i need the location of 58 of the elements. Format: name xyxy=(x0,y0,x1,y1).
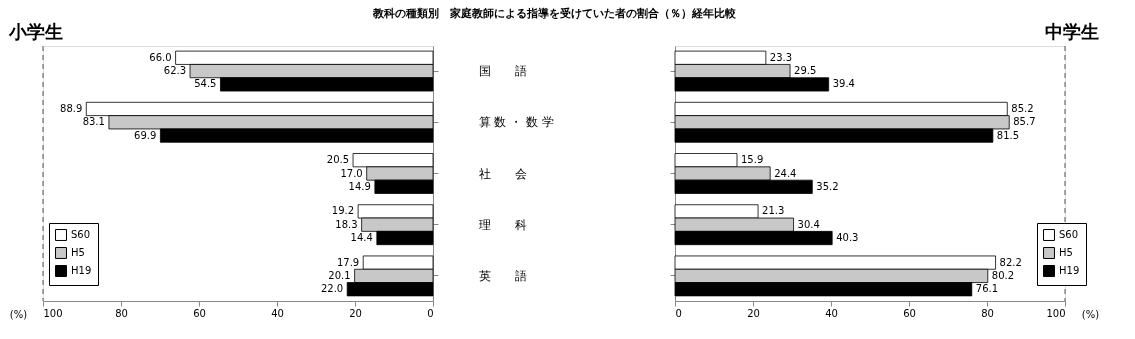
data-label: 29.5 xyxy=(794,65,817,77)
legend-label: H5 xyxy=(71,247,85,258)
data-label: 80.2 xyxy=(991,269,1015,281)
x-tick-label: 100 xyxy=(1046,307,1066,319)
text: 教科の種類別 家庭教師による指導を受けていた者の割合（％）経年比較 xyxy=(371,7,737,20)
legend-label: S60 xyxy=(71,229,91,240)
data-label: 66.0 xyxy=(149,51,172,63)
data-label: 81.5 xyxy=(996,129,1020,141)
data-label: 15.9 xyxy=(741,154,764,166)
y-tick-label: 国 語 xyxy=(478,64,527,79)
x-tick-label: 40 xyxy=(271,307,284,319)
legend-label: H19 xyxy=(71,265,92,276)
x-tick-label: 80 xyxy=(115,307,128,319)
data-label: 62.3 xyxy=(163,65,187,77)
x-tick-label: 40 xyxy=(825,307,838,319)
chart-title: 中学生 xyxy=(1044,20,1099,42)
data-label: 19.2 xyxy=(331,205,355,217)
data-label: 82.2 xyxy=(999,256,1022,268)
y-tick-label: 理 科 xyxy=(478,217,527,232)
data-label: 76.1 xyxy=(975,283,999,295)
x-tick-label: 60 xyxy=(903,307,916,319)
data-label: 14.9 xyxy=(348,180,371,192)
data-label: 69.9 xyxy=(134,129,157,141)
legend-label: H5 xyxy=(1059,247,1073,258)
data-label: 17.9 xyxy=(336,256,360,268)
data-label: 85.7 xyxy=(1013,116,1036,128)
data-label: 23.3 xyxy=(769,51,793,63)
data-label: 54.5 xyxy=(194,78,217,90)
y-tick-label: 算 数 ・ 数 学 xyxy=(478,115,554,130)
data-label: 85.2 xyxy=(1011,102,1034,114)
y-tick-label: 英 語 xyxy=(478,268,527,283)
legend-label: S60 xyxy=(1059,229,1079,240)
legend-label: H19 xyxy=(1059,265,1080,276)
data-label: 18.3 xyxy=(335,218,358,230)
x-tick-label: 20 xyxy=(349,307,362,319)
x-axis-title: (%) xyxy=(1081,308,1100,320)
data-label: 35.2 xyxy=(816,180,839,192)
data-label: 30.4 xyxy=(797,218,820,230)
y-tick-label: 社 会 xyxy=(478,166,527,181)
x-tick-label: 0 xyxy=(427,307,434,319)
x-tick-label: 100 xyxy=(43,307,63,319)
data-label: 83.1 xyxy=(82,116,105,128)
x-tick-label: 20 xyxy=(747,307,760,319)
data-label: 20.5 xyxy=(326,154,350,166)
data-label: 14.4 xyxy=(350,232,373,244)
data-label: 17.0 xyxy=(340,167,363,179)
data-label: 39.4 xyxy=(832,78,855,90)
x-tick-label: 80 xyxy=(981,307,994,319)
data-label: 24.4 xyxy=(774,167,797,179)
data-label: 40.3 xyxy=(836,232,859,244)
x-tick-label: 60 xyxy=(193,307,206,319)
chart-title: 小学生 xyxy=(8,20,64,42)
data-label: 88.9 xyxy=(60,102,83,114)
data-label: 20.1 xyxy=(328,269,351,281)
data-label: 21.3 xyxy=(762,205,785,217)
x-axis-title: (%) xyxy=(9,308,28,320)
data-label: 22.0 xyxy=(320,283,344,295)
x-tick-label: 0 xyxy=(675,307,682,319)
